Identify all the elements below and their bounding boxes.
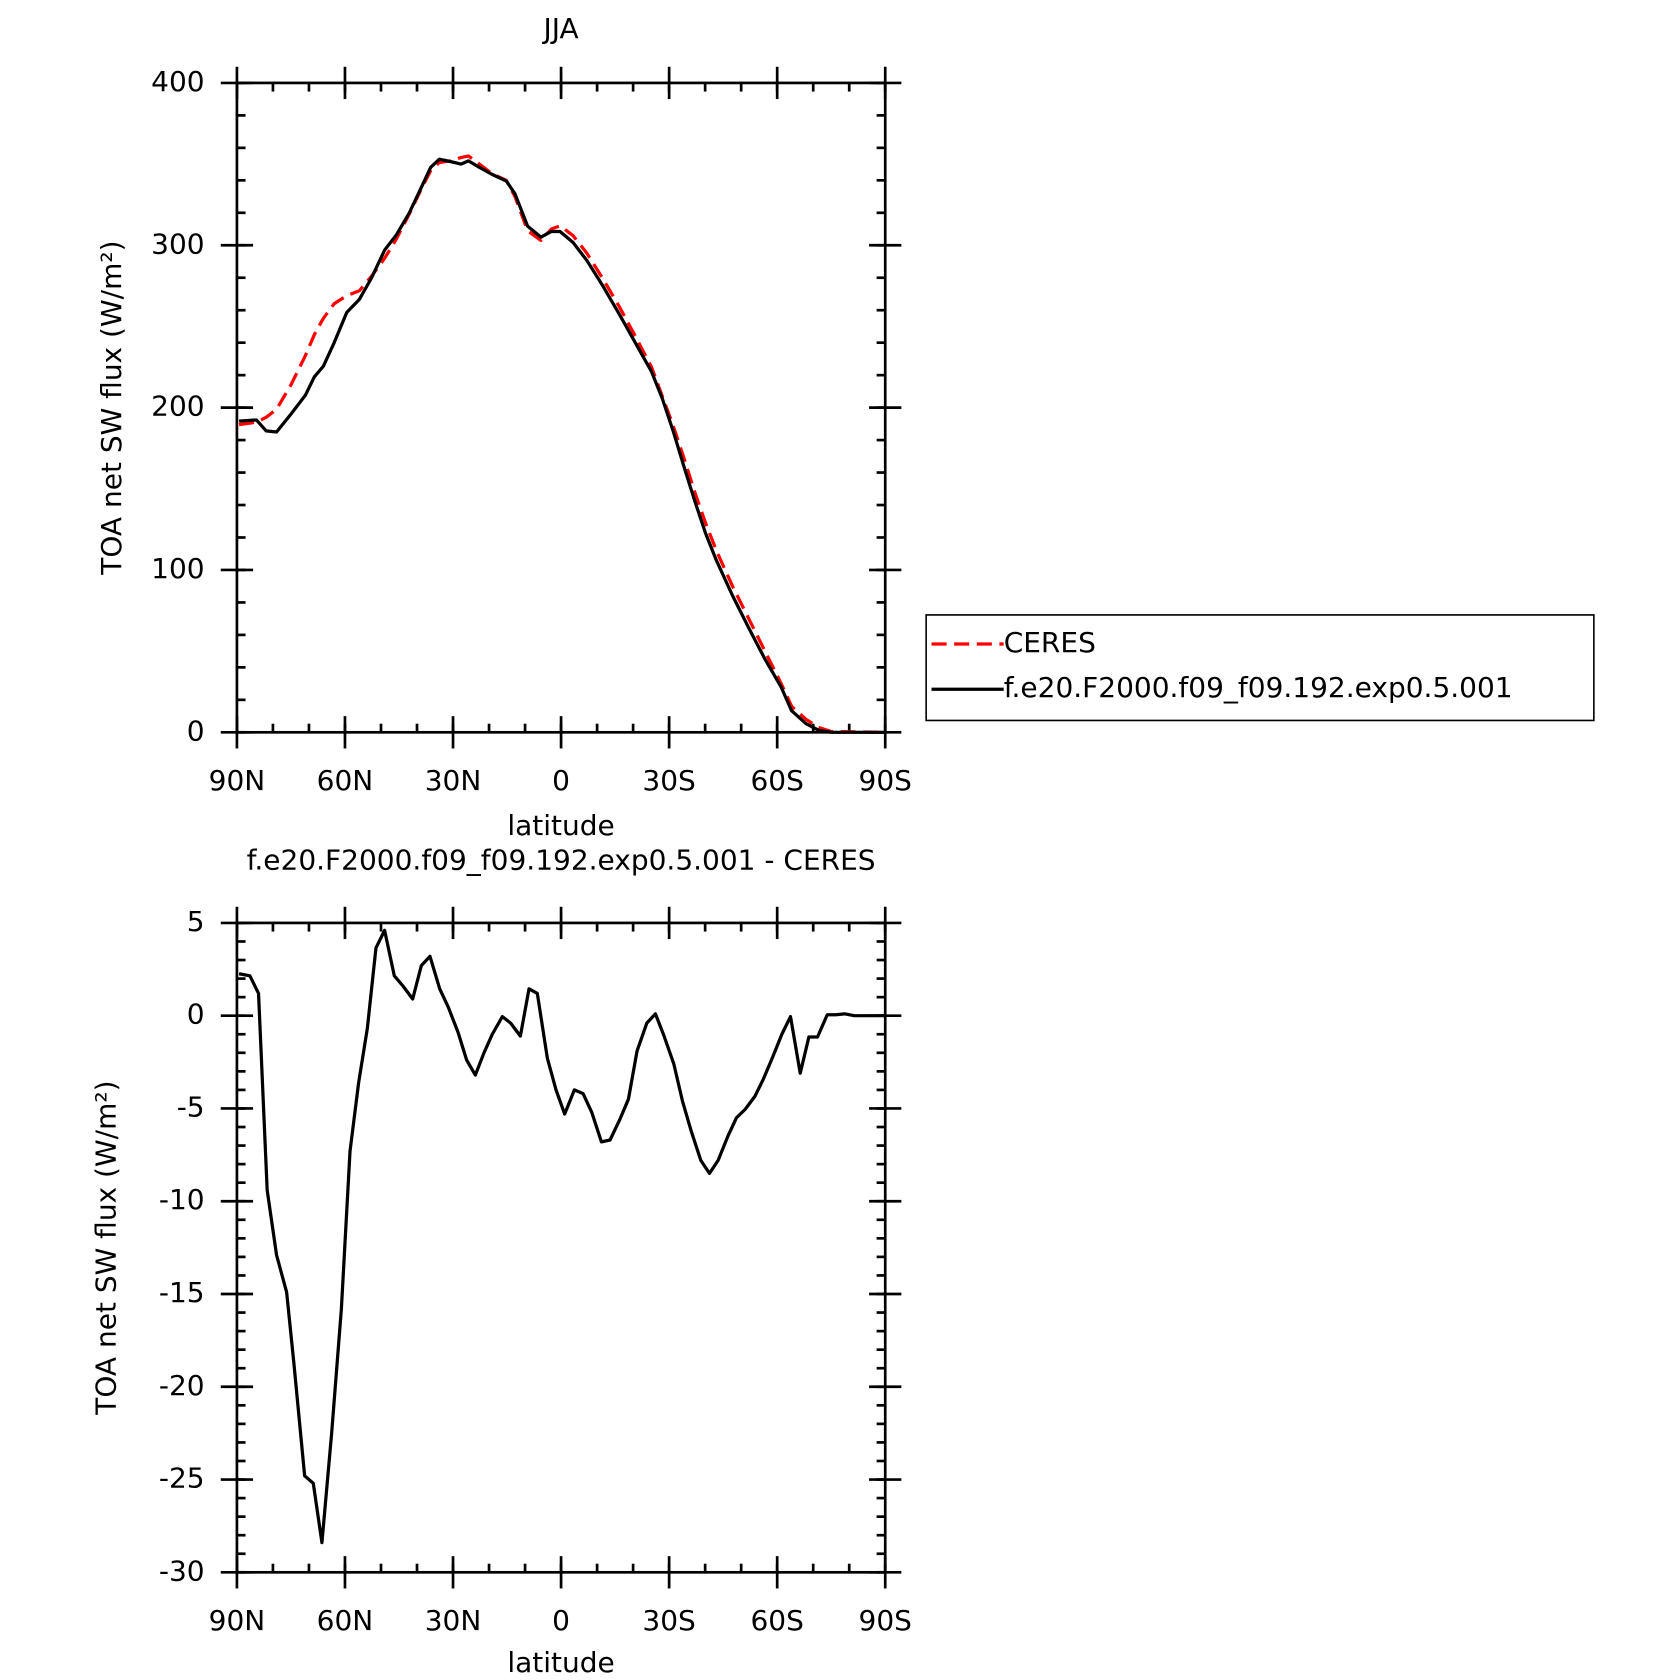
y-tick-label: 5 bbox=[187, 905, 205, 938]
plot-frame bbox=[235, 81, 887, 734]
y-tick-label: -10 bbox=[159, 1183, 205, 1216]
y-tick-label: 100 bbox=[151, 552, 204, 585]
x-tick-label: 0 bbox=[552, 764, 570, 797]
plot-frame bbox=[235, 921, 887, 1574]
y-tick-label: -20 bbox=[159, 1369, 205, 1402]
y-tick-label: -15 bbox=[159, 1276, 205, 1309]
x-tick-label: 60S bbox=[750, 1604, 803, 1637]
y-axis-label: TOA net SW flux (W/m²) bbox=[95, 240, 128, 575]
y-tick-label: 0 bbox=[187, 714, 205, 747]
y-tick-label: -30 bbox=[159, 1554, 205, 1587]
x-tick-label: 60S bbox=[750, 764, 803, 797]
data-line bbox=[238, 928, 886, 1545]
data-line bbox=[238, 154, 886, 734]
y-axis-label: TOA net SW flux (W/m²) bbox=[90, 1080, 123, 1415]
x-tick-label: 30N bbox=[425, 1604, 482, 1637]
x-axis-label: latitude bbox=[507, 809, 614, 842]
y-tick-label: -25 bbox=[159, 1462, 205, 1495]
x-tick-label: 30S bbox=[642, 1604, 695, 1637]
legend-label: f.e20.F2000.f09_f09.192.exp0.5.001 bbox=[1004, 671, 1513, 704]
x-tick-label: 60N bbox=[317, 1604, 374, 1637]
x-tick-label: 90S bbox=[859, 764, 912, 797]
x-tick-label: 90N bbox=[209, 1604, 266, 1637]
x-tick-label: 60N bbox=[317, 764, 374, 797]
y-tick-label: 200 bbox=[151, 390, 204, 423]
chart-title: f.e20.F2000.f09_f09.192.exp0.5.001 - CER… bbox=[247, 844, 876, 877]
legend-label: CERES bbox=[1004, 626, 1096, 659]
chart-title: JJA bbox=[541, 12, 578, 45]
x-axis-label: latitude bbox=[507, 1646, 614, 1679]
x-tick-label: 90S bbox=[859, 1604, 912, 1637]
x-tick-label: 90N bbox=[209, 764, 266, 797]
y-tick-label: 0 bbox=[187, 998, 205, 1031]
x-tick-label: 0 bbox=[552, 1604, 570, 1637]
x-tick-label: 30N bbox=[425, 764, 482, 797]
x-tick-label: 30S bbox=[642, 764, 695, 797]
y-tick-label: 300 bbox=[151, 227, 204, 260]
y-tick-label: 400 bbox=[151, 65, 204, 98]
data-line bbox=[238, 157, 886, 734]
y-tick-label: -5 bbox=[177, 1090, 205, 1123]
legend-box bbox=[925, 614, 1595, 722]
